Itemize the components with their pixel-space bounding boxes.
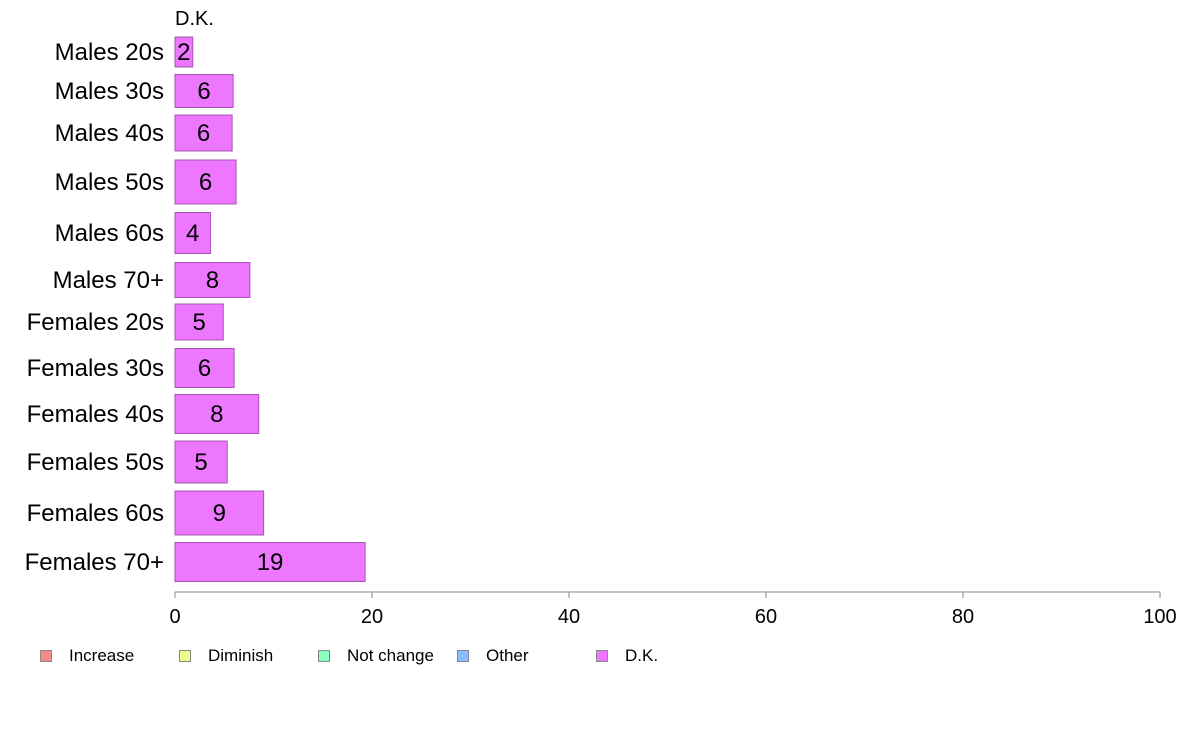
legend-swatch-other	[457, 650, 469, 662]
category-label-males-60s: Males 60s	[55, 220, 164, 247]
legend-swatch-diminish	[179, 650, 191, 662]
x-tick-label-100: 100	[1143, 606, 1176, 628]
data-label-females-30s: 6	[198, 355, 211, 382]
x-tick-label-0: 0	[169, 606, 180, 628]
category-label-males-50s: Males 50s	[55, 169, 164, 196]
bar-males-70plus	[174, 262, 251, 298]
bar-males-60s	[174, 212, 211, 254]
data-label-males-30s: 6	[197, 78, 210, 105]
bar-males-50s	[174, 159, 237, 205]
chart-title: D.K.	[175, 8, 214, 30]
category-label-males-30s: Males 30s	[55, 78, 164, 105]
legend-label-other: Other	[486, 646, 529, 665]
bar-chart: Males 20s 2 Males 30s 6 Males 40s 6 Males 50s 6…	[25, 36, 1177, 628]
bar-males-40s	[174, 114, 233, 152]
bar-females-40s	[174, 394, 260, 434]
data-label-males-60s: 4	[186, 220, 199, 247]
bar-females-70plus	[174, 542, 366, 582]
x-tick-label-40: 40	[558, 606, 580, 628]
legend-swatch-dk	[596, 650, 608, 662]
category-label-males-70plus: Males 70+	[53, 267, 164, 294]
legend-item-dk: D.K.	[596, 646, 658, 666]
legend-swatch-not-change	[318, 650, 330, 662]
data-label-males-40s: 6	[197, 120, 210, 147]
data-label-females-20s: 5	[192, 309, 205, 336]
bar-males-30s	[174, 74, 234, 108]
legend-label-diminish: Diminish	[208, 646, 274, 665]
data-label-females-40s: 8	[210, 401, 223, 428]
category-label-females-60s: Females 60s	[27, 500, 164, 527]
legend-item-not-change: Not change	[318, 646, 434, 666]
category-label-females-50s: Females 50s	[27, 449, 164, 476]
bar-males-20s	[174, 36, 194, 68]
category-label-females-70plus: Females 70+	[25, 549, 164, 576]
legend-item-diminish: Diminish	[179, 646, 273, 666]
legend-label-not-change: Not change	[347, 646, 434, 665]
legend-label-increase: Increase	[69, 646, 135, 665]
category-label-females-20s: Females 20s	[27, 309, 164, 336]
category-label-males-20s: Males 20s	[55, 39, 164, 66]
data-label-females-60s: 9	[213, 500, 226, 527]
data-label-males-70plus: 8	[206, 267, 219, 294]
data-label-males-50s: 6	[199, 169, 212, 196]
data-label-males-20s: 2	[177, 39, 190, 66]
x-tick-label-20: 20	[361, 606, 383, 628]
x-tick-label-80: 80	[952, 606, 974, 628]
category-label-females-40s: Females 40s	[27, 401, 164, 428]
legend-label-dk: D.K.	[625, 646, 659, 665]
x-tick-label-60: 60	[755, 606, 777, 628]
category-label-males-40s: Males 40s	[55, 120, 164, 147]
legend-item-other: Other	[457, 646, 529, 666]
bar-females-30s	[174, 348, 235, 388]
data-label-females-70plus: 19	[257, 549, 284, 576]
legend-item-increase: Increase	[40, 646, 134, 666]
category-label-females-30s: Females 30s	[27, 355, 164, 382]
data-label-females-50s: 5	[194, 449, 207, 476]
bar-females-50s	[174, 440, 228, 484]
bar-females-60s	[174, 490, 265, 536]
legend-swatch-increase	[40, 650, 52, 662]
bar-females-20s	[174, 303, 224, 341]
